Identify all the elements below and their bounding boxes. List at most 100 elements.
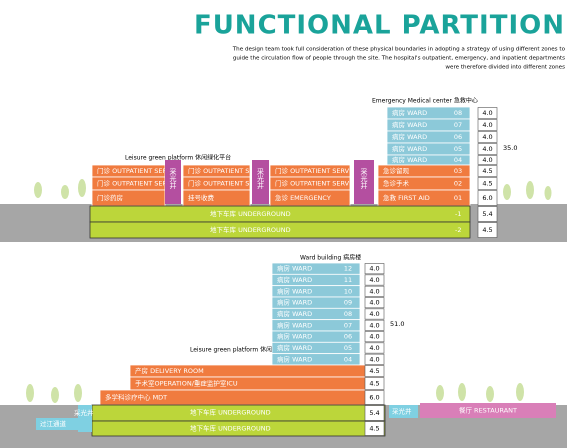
ward-row-number: 07 [344,321,352,329]
height-box [364,263,385,275]
platform-label: Leisure green platform 休闲绿化平台 [125,154,231,162]
outpatient-row-label: 门诊 OUTPATIENT SERVICE [275,166,360,175]
outpatient-row-label: 门诊 OUTPATIENT SERVICE [97,166,182,175]
outpatient-row-label: 门诊 OUTPATIENT SERVICE [275,179,360,188]
outpatient-row-label: 急诊 EMERGENCY [275,193,331,202]
podium-row-label: 手术室OPERATION/重症监护室ICU [135,379,238,388]
ward-row-number: 08 [344,310,352,318]
ward-row-number: 08 [454,109,462,117]
ward-row-label: 病房 WARD [392,108,427,117]
height-value: 4.5 [482,180,492,188]
height-value: 4.0 [369,265,379,273]
restaurant [420,403,556,418]
ward-row-number: 04 [454,156,462,164]
height-value: 4.0 [369,344,379,352]
height-box [477,131,498,143]
lightwell [78,405,92,432]
basement-level: -2 [455,226,461,234]
height-box [364,331,385,343]
outpatient-row-label: 门诊 OUTPATIENT SERVICE [188,179,273,188]
podium-row-label: 多学科诊疗中心 MDT [105,393,167,402]
building-label: Emergency Medical center 急救中心 [372,97,478,105]
platform-label: Leisure green platform 休闲绿化平台 [190,346,296,354]
height-box [477,107,498,119]
height-value: 4.0 [482,121,492,129]
lightwell [252,160,269,204]
height-value: 4.0 [369,276,379,284]
height-box [364,342,385,354]
height-value: 4.5 [482,226,492,234]
height-value: 6.0 [482,194,492,202]
basement [89,221,471,239]
height-box [477,222,498,238]
height-value: 4.5 [369,367,379,375]
ward-row-label: 病房 WARD [277,320,312,329]
height-box [477,206,498,222]
outpatient-row-label: 门诊 OUTPATIENT SERVICE [188,166,273,175]
height-box [364,421,385,436]
lightwell-label: 采光井 [392,407,412,416]
height-value: 4.0 [482,156,492,164]
lightwell-label: 采光井 [360,167,368,190]
podium-row-label: 产房 DELIVERY ROOM [135,366,204,375]
outpatient-row-label: 门诊 OUTPATIENT SERVICE [97,179,182,188]
height-value: 4.0 [369,355,379,363]
height-value: 4.5 [369,425,379,433]
ward-row-number: 04 [344,355,352,363]
height-box [364,353,385,365]
river-tunnel-label: 过江通道 [40,419,67,428]
ward-row-number: 10 [344,287,352,295]
height-box [364,377,385,390]
ward-row-label: 病房 WARD [392,155,427,164]
height-box [364,365,385,377]
height-value: 4.0 [369,299,379,307]
height-box [477,177,498,190]
height-box [364,274,385,286]
ward-row-label: 病房 WARD [277,354,312,363]
height-value: 4.0 [482,145,492,153]
height-box [364,308,385,320]
total-height: 35.0 [503,144,517,152]
ward-row-label: 病房 WARD [277,298,312,307]
outpatient-row-label: 挂号收费 [188,193,215,202]
emergency-row-number: 03 [454,167,462,175]
height-value: 4.0 [369,333,379,341]
height-value: 4.5 [482,167,492,175]
ward-row-number: 11 [344,276,352,284]
total-height: 51.0 [390,320,404,328]
height-box [364,285,385,297]
basement-label: 地下车库 UNDERGROUND [210,209,291,218]
emergency-row-number: 02 [454,180,462,188]
description: were therefore divided into different zo… [445,65,565,71]
ward-row-number: 06 [454,133,462,141]
lightwell [165,160,181,204]
ward-row-label: 病房 WARD [277,309,312,318]
height-box [477,119,498,131]
lightwell-label: 采光井 [169,167,177,190]
height-value: 4.0 [369,287,379,295]
height-value: 6.0 [369,394,379,402]
lightwell-label: 采光井 [74,408,94,417]
height-value: 5.4 [482,210,492,218]
description: The design team took full consideration … [232,47,566,53]
restaurant-label: 餐厅 RESTAURANT [459,406,517,415]
lightwell [389,405,418,418]
ward-row-number: 07 [454,121,462,129]
height-value: 4.5 [369,380,379,388]
height-box [364,405,385,421]
ward-row-label: 病房 WARD [392,144,427,153]
ward-row-label: 病房 WARD [277,343,312,352]
emergency-row-label: 急诊手术 [383,179,410,188]
basement-label: 地下车库 UNDERGROUND [190,408,271,417]
lightwell-label: 采光井 [257,167,265,190]
description: guide the circulation flow of people thr… [233,56,565,62]
height-value: 4.0 [482,109,492,117]
lightwell [354,160,374,204]
height-box [477,155,498,165]
height-value: 4.0 [482,133,492,141]
basement-label: 地下车库 UNDERGROUND [190,424,271,433]
outpatient-row-label: 门诊药房 [97,193,123,202]
title: FUNCTIONAL PARTITION [194,11,565,41]
ward-row-label: 病房 WARD [277,286,312,295]
